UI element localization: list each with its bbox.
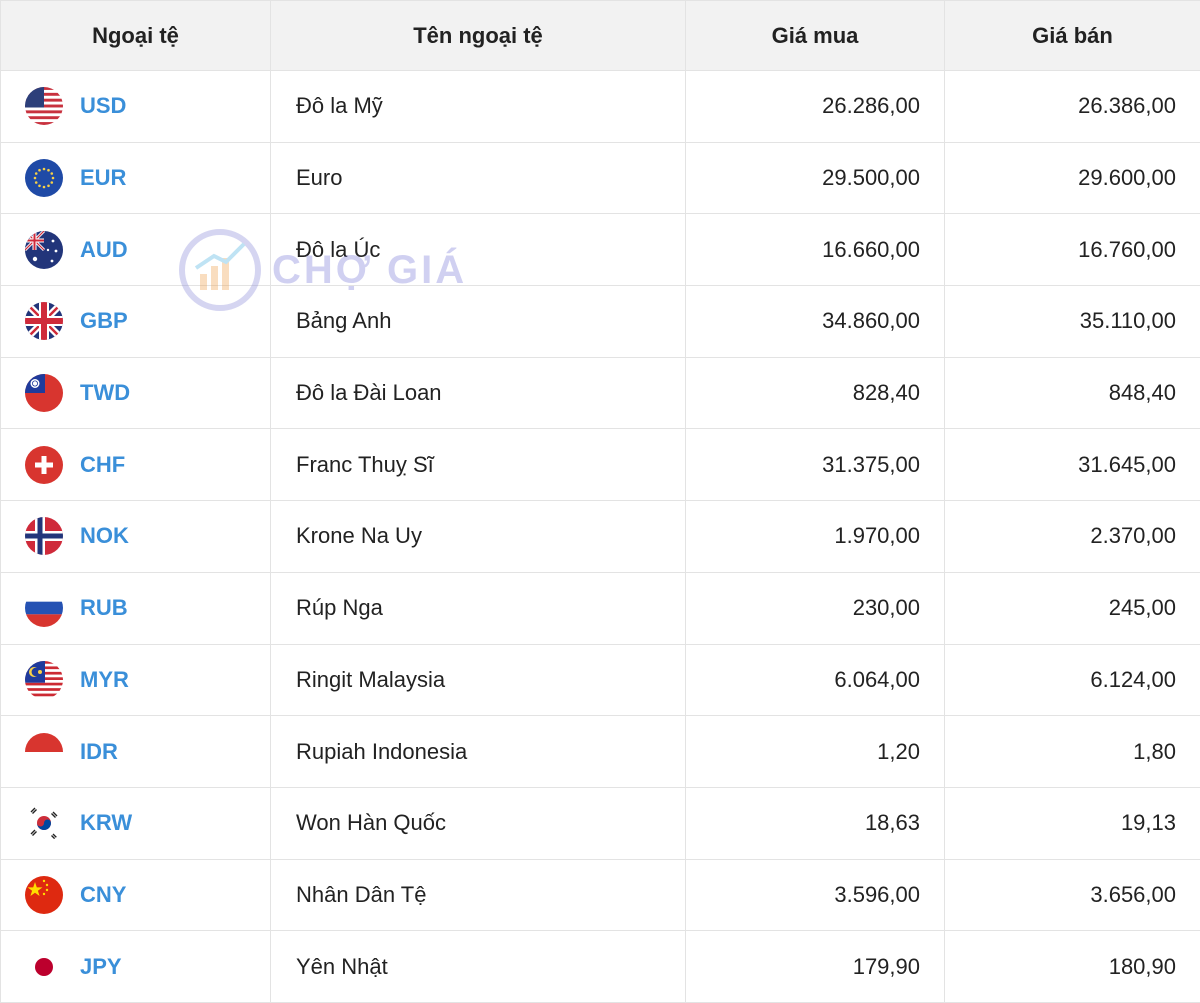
currency-code-cell: IDR bbox=[1, 716, 271, 788]
eu-flag-icon bbox=[25, 159, 63, 197]
sell-price: 180,90 bbox=[945, 931, 1200, 1003]
au-flag-icon bbox=[25, 231, 63, 269]
us-flag-icon bbox=[25, 87, 63, 125]
tw-flag-icon bbox=[25, 374, 63, 412]
currency-name: Rúp Nga bbox=[271, 572, 686, 644]
currency-code[interactable]: RUB bbox=[80, 595, 128, 621]
currency-code[interactable]: GBP bbox=[80, 308, 128, 334]
buy-price: 34.860,00 bbox=[686, 286, 945, 358]
currency-name: Yên Nhật bbox=[271, 931, 686, 1003]
currency-name: Krone Na Uy bbox=[271, 501, 686, 573]
buy-price: 1.970,00 bbox=[686, 501, 945, 573]
currency-name: Đô la Úc bbox=[271, 214, 686, 286]
currency-name: Đô la Mỹ bbox=[271, 71, 686, 143]
currency-code-cell: NOK bbox=[1, 501, 271, 573]
sell-price: 16.760,00 bbox=[945, 214, 1200, 286]
sell-price: 848,40 bbox=[945, 357, 1200, 429]
sell-price: 245,00 bbox=[945, 572, 1200, 644]
currency-code-cell: GBP bbox=[1, 286, 271, 358]
kr-flag-icon bbox=[25, 804, 63, 842]
buy-price: 179,90 bbox=[686, 931, 945, 1003]
cn-flag-icon bbox=[25, 876, 63, 914]
buy-price: 18,63 bbox=[686, 787, 945, 859]
currency-name: Đô la Đài Loan bbox=[271, 357, 686, 429]
ru-flag-icon bbox=[25, 589, 63, 627]
currency-code-cell: KRW bbox=[1, 787, 271, 859]
my-flag-icon bbox=[25, 661, 63, 699]
currency-code-cell: MYR bbox=[1, 644, 271, 716]
currency-code[interactable]: EUR bbox=[80, 165, 126, 191]
currency-code-cell: EUR bbox=[1, 142, 271, 214]
id-flag-icon bbox=[25, 733, 63, 771]
currency-code-cell: TWD bbox=[1, 357, 271, 429]
currency-code[interactable]: MYR bbox=[80, 667, 129, 693]
currency-code[interactable]: JPY bbox=[80, 954, 122, 980]
buy-price: 16.660,00 bbox=[686, 214, 945, 286]
sell-price: 2.370,00 bbox=[945, 501, 1200, 573]
currency-name: Bảng Anh bbox=[271, 286, 686, 358]
currency-code[interactable]: TWD bbox=[80, 380, 130, 406]
currency-code[interactable]: IDR bbox=[80, 739, 118, 765]
sell-price: 19,13 bbox=[945, 787, 1200, 859]
buy-price: 230,00 bbox=[686, 572, 945, 644]
currency-code[interactable]: KRW bbox=[80, 810, 132, 836]
sell-price: 3.656,00 bbox=[945, 859, 1200, 931]
header-name: Tên ngoại tệ bbox=[271, 1, 686, 71]
currency-name: Nhân Dân Tệ bbox=[271, 859, 686, 931]
currency-name: Ringit Malaysia bbox=[271, 644, 686, 716]
currency-code-cell: CHF bbox=[1, 429, 271, 501]
jp-flag-icon bbox=[25, 948, 63, 986]
header-sell: Giá bán bbox=[945, 1, 1200, 71]
currency-code-cell: USD bbox=[1, 71, 271, 143]
sell-price: 29.600,00 bbox=[945, 142, 1200, 214]
sell-price: 31.645,00 bbox=[945, 429, 1200, 501]
currency-code[interactable]: CNY bbox=[80, 882, 126, 908]
header-code: Ngoại tệ bbox=[1, 1, 271, 71]
buy-price: 26.286,00 bbox=[686, 71, 945, 143]
currency-name: Euro bbox=[271, 142, 686, 214]
no-flag-icon bbox=[25, 517, 63, 555]
buy-price: 31.375,00 bbox=[686, 429, 945, 501]
currency-code[interactable]: USD bbox=[80, 93, 126, 119]
buy-price: 828,40 bbox=[686, 357, 945, 429]
sell-price: 26.386,00 bbox=[945, 71, 1200, 143]
currency-code-cell: RUB bbox=[1, 572, 271, 644]
currency-code[interactable]: AUD bbox=[80, 237, 128, 263]
currency-name: Won Hàn Quốc bbox=[271, 787, 686, 859]
sell-price: 6.124,00 bbox=[945, 644, 1200, 716]
currency-code-cell: AUD bbox=[1, 214, 271, 286]
buy-price: 3.596,00 bbox=[686, 859, 945, 931]
buy-price: 29.500,00 bbox=[686, 142, 945, 214]
currency-code-cell: CNY bbox=[1, 859, 271, 931]
sell-price: 1,80 bbox=[945, 716, 1200, 788]
ch-flag-icon bbox=[25, 446, 63, 484]
buy-price: 1,20 bbox=[686, 716, 945, 788]
currency-name: Rupiah Indonesia bbox=[271, 716, 686, 788]
currency-code[interactable]: NOK bbox=[80, 523, 129, 549]
gb-flag-icon bbox=[25, 302, 63, 340]
currency-code-cell: JPY bbox=[1, 931, 271, 1003]
table-header-row: Ngoại tệ Tên ngoại tệ Giá mua Giá bán bbox=[1, 1, 1200, 71]
buy-price: 6.064,00 bbox=[686, 644, 945, 716]
currency-code[interactable]: CHF bbox=[80, 452, 125, 478]
currency-name: Franc Thuỵ Sĩ bbox=[271, 429, 686, 501]
header-buy: Giá mua bbox=[686, 1, 945, 71]
sell-price: 35.110,00 bbox=[945, 286, 1200, 358]
